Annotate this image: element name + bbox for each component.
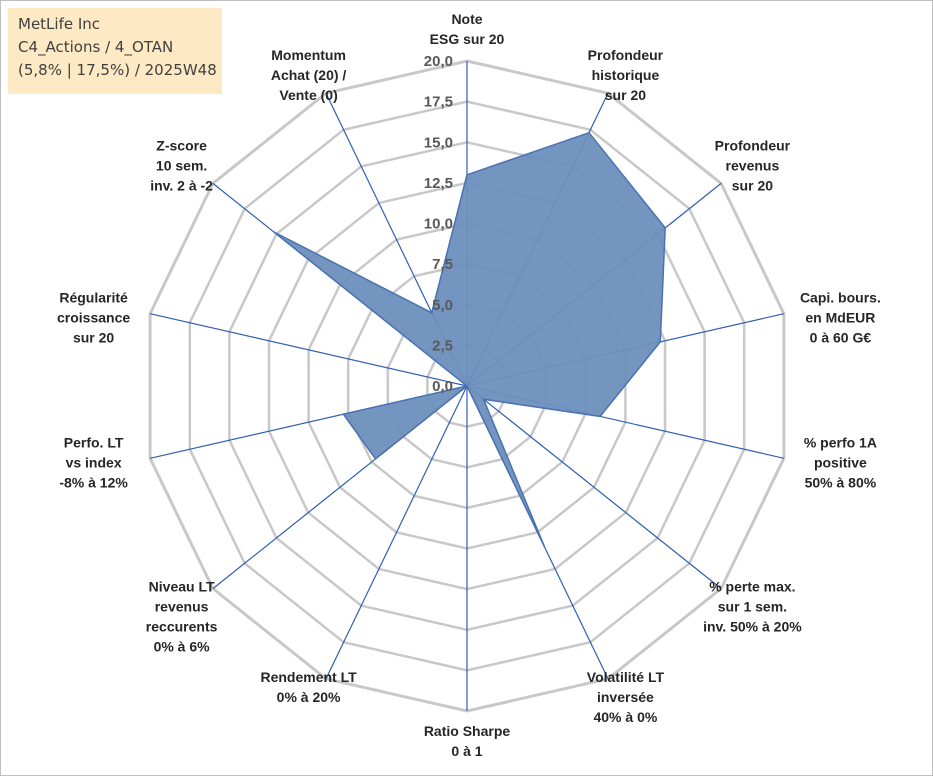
- tick-label: 12,5: [424, 175, 453, 192]
- axis-label: % perte max. sur 1 sem. inv. 50% à 20%: [703, 579, 802, 635]
- chart-info-box: MetLife Inc C4_Actions / 4_OTAN (5,8% | …: [8, 8, 222, 94]
- tick-label: 15,0: [424, 134, 453, 151]
- tick-label: 17,5: [424, 94, 453, 111]
- axis-label: Rendement LT 0% à 20%: [260, 669, 357, 705]
- tick-label: 5,0: [432, 297, 453, 314]
- axis-label: Profondeur historique sur 20: [588, 47, 664, 103]
- axis-label: Régularité croissance sur 20: [57, 290, 130, 346]
- tick-label: 10,0: [424, 216, 453, 233]
- axis-spoke: [325, 385, 468, 680]
- tick-label: 0,0: [432, 378, 453, 395]
- tick-label: 7,5: [432, 256, 453, 273]
- info-company: MetLife Inc: [18, 15, 101, 33]
- axis-label: % perfo 1A positive 50% à 80%: [804, 434, 877, 490]
- axis-spoke: [149, 313, 468, 387]
- info-params: (5,8% | 17,5%) / 2025W48: [18, 61, 217, 79]
- info-category: C4_Actions / 4_OTAN: [18, 38, 174, 56]
- axis-label: Volatilité LT inversée 40% à 0%: [587, 669, 665, 725]
- data-series-area: [273, 131, 666, 548]
- axis-label: Z-score 10 sem. inv. 2 à -2: [150, 137, 213, 193]
- axis-label: Capi. bours. en MdEUR 0 à 60 G€: [800, 290, 881, 346]
- axis-label: Niveau LT revenus reccurents 0% à 6%: [146, 579, 218, 655]
- axis-spoke: [466, 385, 722, 590]
- axis-label: Ratio Sharpe 0 à 1: [424, 723, 511, 759]
- tick-label: 2,5: [432, 337, 453, 354]
- axis-label: Momentum Achat (20) / Vente (0): [271, 47, 347, 103]
- axis-label: Perfo. LT vs index -8% à 12%: [59, 434, 128, 490]
- axis-label: Note ESG sur 20: [430, 11, 505, 47]
- axis-label: Profondeur revenus sur 20: [715, 137, 791, 193]
- tick-label: 20,0: [424, 53, 453, 70]
